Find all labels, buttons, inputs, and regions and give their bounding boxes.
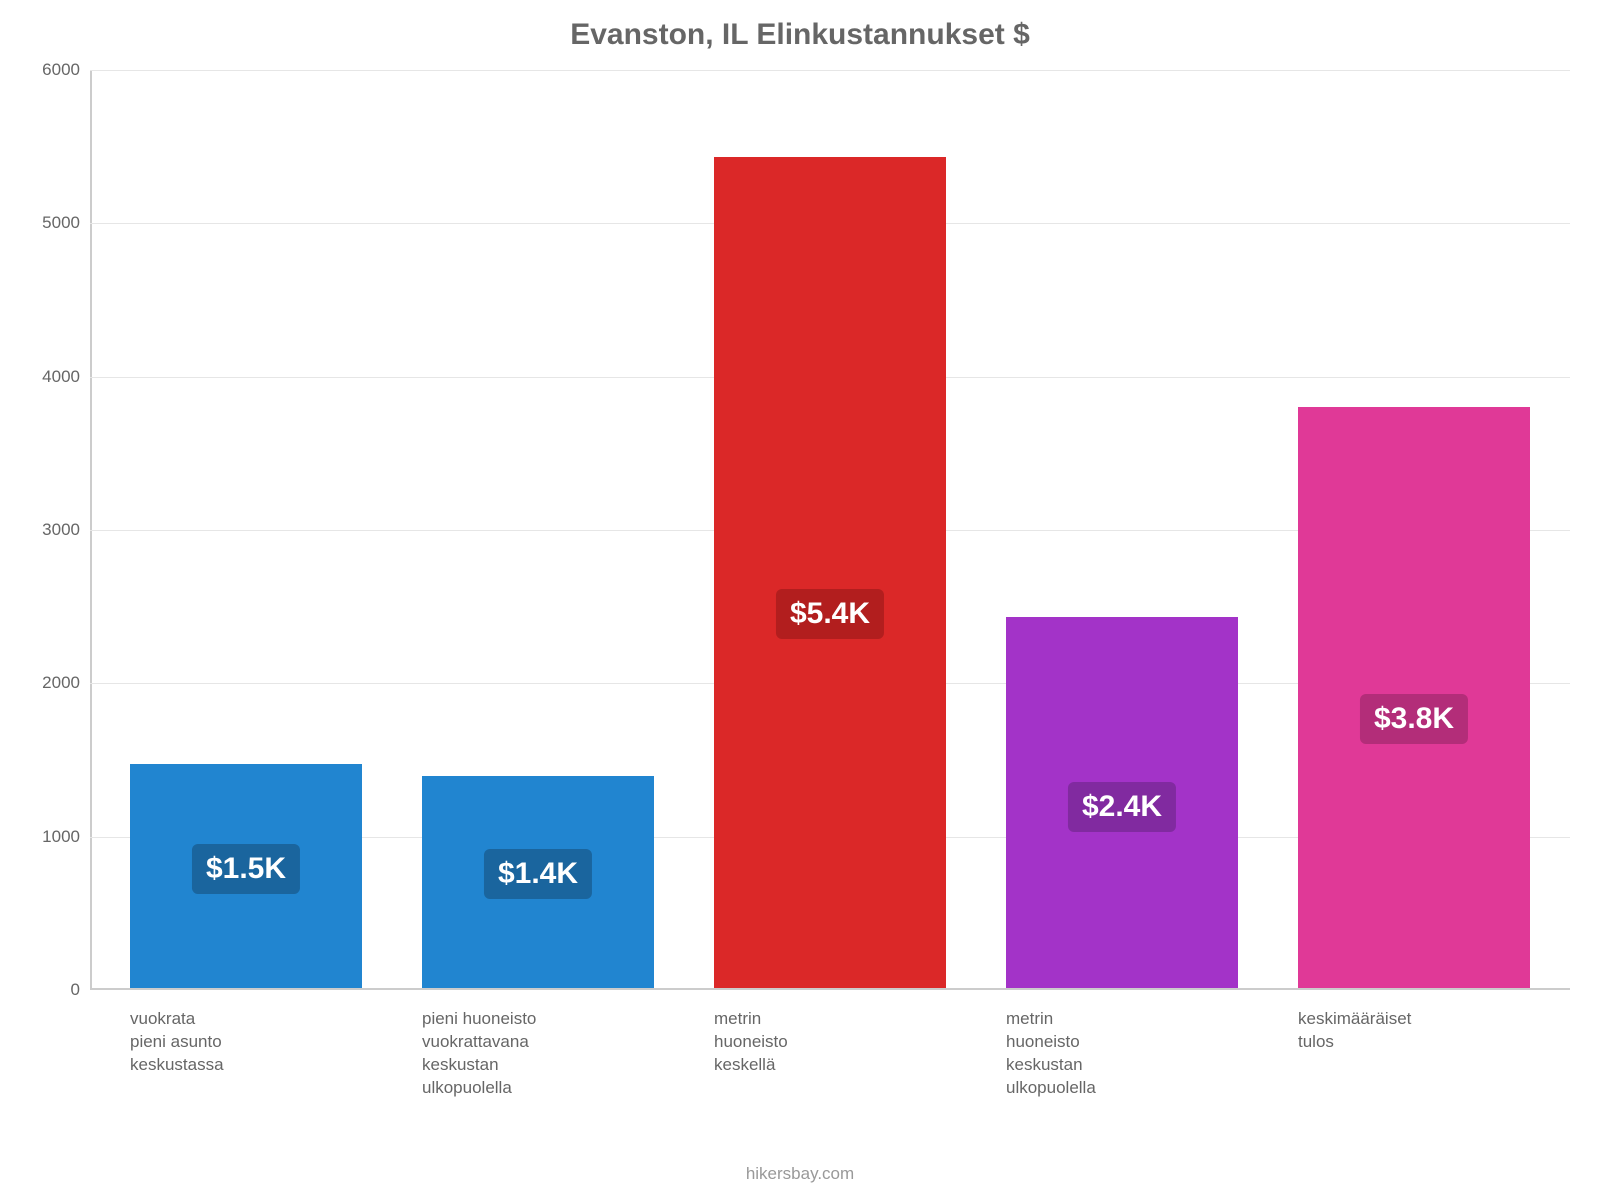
bar-value-badge: $1.5K	[192, 844, 300, 894]
bar: $2.4K	[1006, 617, 1238, 988]
y-tick-label: 2000	[25, 673, 80, 693]
x-axis	[90, 988, 1570, 990]
y-tick-label: 6000	[25, 60, 80, 80]
bar: $1.5K	[130, 764, 362, 988]
bar-value-badge: $3.8K	[1360, 694, 1468, 744]
credit-text: hikersbay.com	[0, 1164, 1600, 1184]
bar-value-badge: $5.4K	[776, 589, 884, 639]
bar: $1.4K	[422, 776, 654, 988]
y-tick-label: 5000	[25, 213, 80, 233]
bar: $5.4K	[714, 157, 946, 988]
plot-area: 0100020003000400050006000$1.5Kvuokrata p…	[90, 70, 1570, 990]
bar: $3.8K	[1298, 407, 1530, 988]
bar-chart: Evanston, IL Elinkustannukset $ 01000200…	[0, 0, 1600, 1200]
y-tick-label: 1000	[25, 827, 80, 847]
bar-value-badge: $2.4K	[1068, 782, 1176, 832]
y-tick-label: 3000	[25, 520, 80, 540]
x-category-label: metrin huoneisto keskellä	[714, 1008, 788, 1077]
x-category-label: pieni huoneisto vuokrattavana keskustan …	[422, 1008, 536, 1100]
x-category-label: keskimääräiset tulos	[1298, 1008, 1411, 1054]
x-category-label: metrin huoneisto keskustan ulkopuolella	[1006, 1008, 1096, 1100]
grid-line	[90, 70, 1570, 71]
x-category-label: vuokrata pieni asunto keskustassa	[130, 1008, 224, 1077]
bar-value-badge: $1.4K	[484, 849, 592, 899]
y-tick-label: 0	[25, 980, 80, 1000]
y-tick-label: 4000	[25, 367, 80, 387]
chart-title: Evanston, IL Elinkustannukset $	[0, 18, 1600, 52]
